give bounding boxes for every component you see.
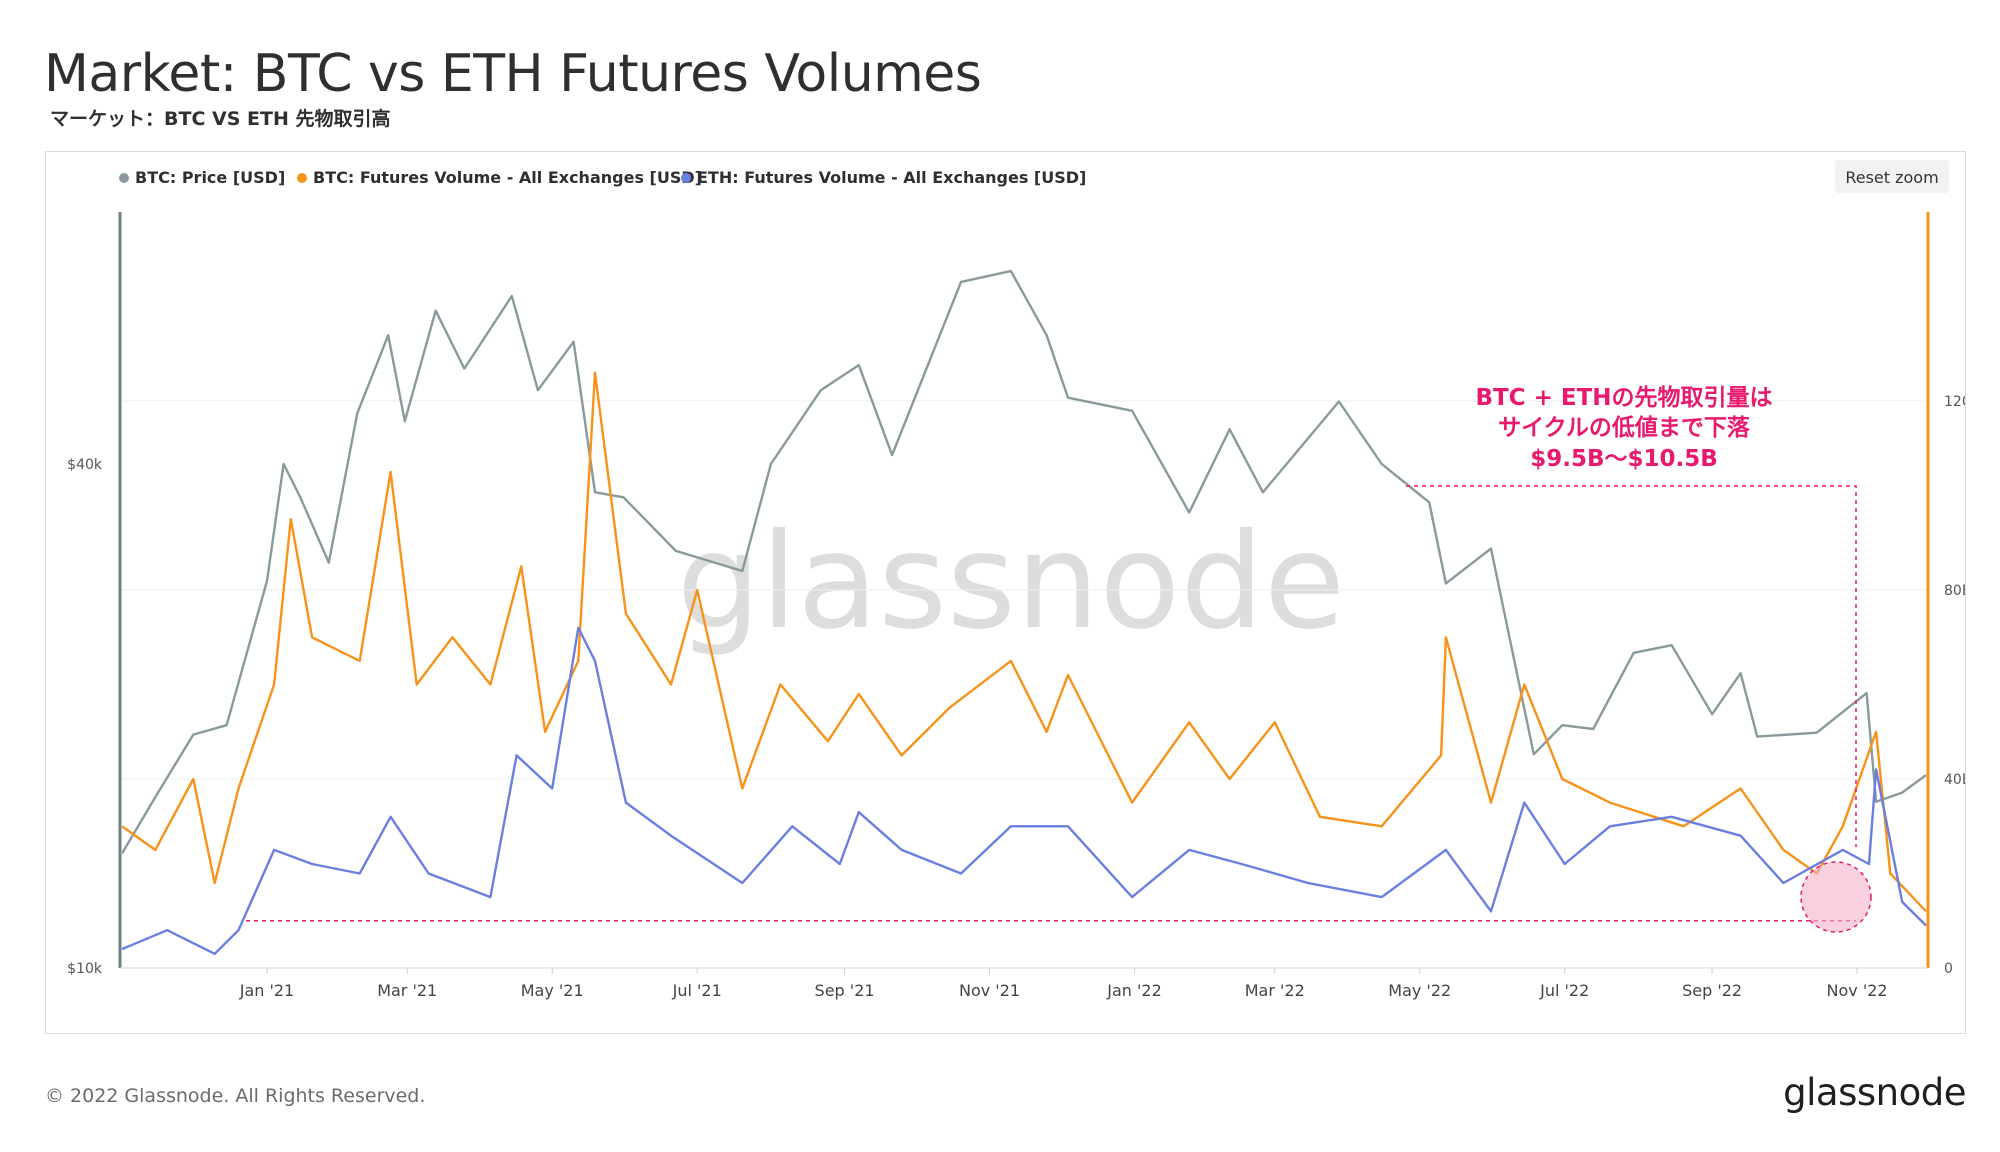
y-right-tick-label: 0 [1944, 961, 1953, 977]
y-axis-left: $10k $40k [67, 457, 103, 977]
legend-marker [119, 173, 129, 183]
annotation-line-1: BTC + ETHの先物取引量は [1475, 384, 1772, 411]
x-tick-label: Nov '22 [1827, 981, 1888, 1000]
x-tick-label: Jul '22 [1539, 981, 1589, 1000]
x-tick-label: Sep '21 [815, 981, 875, 1000]
legend-label: BTC: Price [USD] [135, 168, 285, 187]
legend-item-btc-volume[interactable]: BTC: Futures Volume - All Exchanges [USD… [297, 168, 702, 187]
annotation-line-2: サイクルの低値まで下落 [1498, 415, 1751, 441]
x-tick-label: Jan '22 [1106, 981, 1162, 1000]
chart-container: glassnode BTC: Price [USD] BTC: Futures … [45, 151, 1966, 1034]
page-title: Market: BTC vs ETH Futures Volumes [44, 44, 982, 104]
gridlines [122, 400, 1926, 780]
chart-svg[interactable]: glassnode BTC: Price [USD] BTC: Futures … [46, 152, 1965, 1033]
y-axis-right: 0 40B 80B 120B [1944, 394, 1965, 977]
x-axis: Jan '21 Mar '21 May '21 Jul '21 Sep '21 Nov '… [239, 968, 1888, 1000]
legend-label: BTC: Futures Volume - All Exchanges [USD… [313, 168, 702, 187]
reset-zoom-label: Reset zoom [1845, 168, 1938, 187]
btc-price-line [122, 269, 1927, 855]
y-right-tick-label: 120B [1944, 394, 1965, 410]
x-tick-label: May '22 [1388, 981, 1451, 1000]
y-left-tick-label: $10k [67, 961, 103, 977]
annotation-group: BTC + ETHの先物取引量は サイクルの低値まで下落 $9.5B〜$10.5… [246, 384, 1872, 933]
watermark: glassnode [677, 505, 1345, 659]
page-subtitle: マーケット：BTC VS ETH 先物取引高 [50, 108, 391, 130]
copyright-text: © 2022 Glassnode. All Rights Reserved. [45, 1085, 426, 1107]
x-tick-label: Sep '22 [1682, 981, 1742, 1000]
footer-brand-logo: glassnode [1783, 1071, 1966, 1114]
chart-legend[interactable]: BTC: Price [USD] BTC: Futures Volume - A… [119, 168, 1086, 187]
annotation-line-3: $9.5B〜$10.5B [1530, 446, 1718, 472]
legend-item-btc-price[interactable]: BTC: Price [USD] [119, 168, 285, 187]
legend-item-eth-volume[interactable]: ETH: Futures Volume - All Exchanges [USD… [681, 168, 1086, 187]
x-tick-label: May '21 [521, 981, 584, 1000]
y-right-tick-label: 40B [1944, 772, 1965, 788]
x-tick-label: Jan '21 [239, 981, 295, 1000]
x-tick-label: Jul '21 [672, 981, 722, 1000]
annotation-highlight-circle [1800, 861, 1872, 933]
series-group [122, 269, 1927, 955]
eth-futures-volume-line [122, 626, 1927, 955]
x-tick-label: Mar '22 [1245, 981, 1305, 1000]
legend-marker [297, 173, 307, 183]
x-tick-label: Mar '21 [377, 981, 437, 1000]
legend-label: ETH: Futures Volume - All Exchanges [USD… [697, 168, 1086, 187]
y-right-tick-label: 80B [1944, 583, 1965, 599]
btc-futures-volume-line [122, 371, 1927, 913]
y-left-tick-label: $40k [67, 457, 103, 473]
reset-zoom-button[interactable]: Reset zoom [1835, 160, 1949, 193]
annotation-bracket [1406, 485, 1857, 847]
x-tick-label: Nov '21 [959, 981, 1020, 1000]
legend-marker [681, 173, 691, 183]
